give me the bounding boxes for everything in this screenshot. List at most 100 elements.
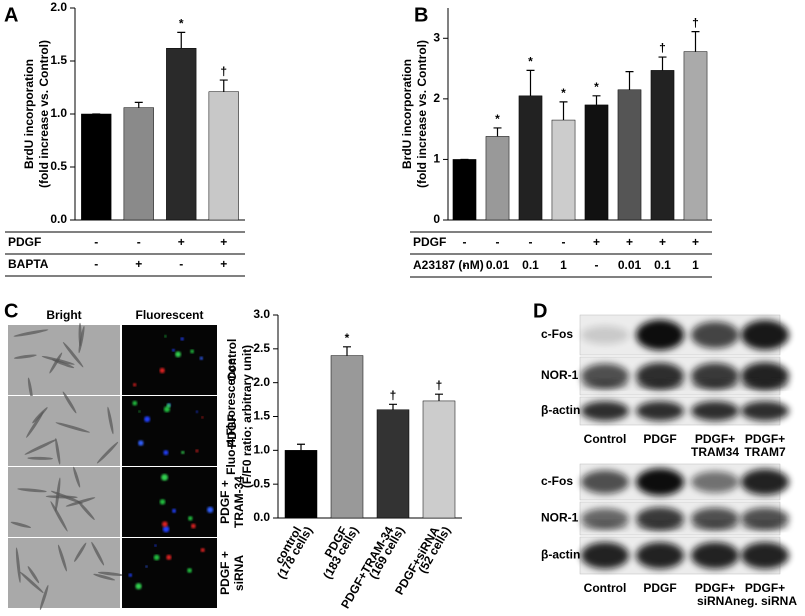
condition-name: PDGF xyxy=(413,235,446,249)
blot-band xyxy=(636,522,684,529)
condition-value: 0.01 xyxy=(618,258,642,272)
cell xyxy=(50,501,68,532)
condition-value: + xyxy=(626,235,633,249)
protein-label: β-actin xyxy=(541,403,580,417)
bar xyxy=(485,136,510,221)
blot-band xyxy=(581,522,629,529)
cell-signal xyxy=(138,440,144,446)
cell xyxy=(65,497,96,507)
condition-value: + xyxy=(659,235,666,249)
protein-label: NOR-1 xyxy=(541,368,579,382)
bar xyxy=(208,91,239,221)
condition-value: - xyxy=(496,235,500,249)
y-tick-label: 3.0 xyxy=(253,307,270,321)
cell xyxy=(74,542,87,562)
condition-value: - xyxy=(595,258,599,272)
lane-label: neg. siRNA xyxy=(733,594,797,608)
cell-signal xyxy=(159,367,165,374)
cell xyxy=(17,488,47,493)
blot-band xyxy=(581,381,629,388)
blot-band xyxy=(691,401,739,421)
annotation: † xyxy=(390,388,397,402)
protein-label: c-Fos xyxy=(541,474,573,488)
condition-value: + xyxy=(220,235,227,249)
error-bar xyxy=(658,56,667,71)
lane-label: PDGF+ xyxy=(745,581,785,595)
blot-band xyxy=(741,381,789,388)
image-column-label: Fluorescent xyxy=(135,308,203,322)
blot-band xyxy=(636,319,684,351)
cell xyxy=(27,377,33,401)
cell-signal xyxy=(161,473,168,481)
error-bar xyxy=(219,79,228,92)
protein-label: NOR-1 xyxy=(541,511,579,525)
cell-signal xyxy=(133,383,137,387)
error-bar xyxy=(493,127,502,137)
cell-signal xyxy=(207,506,214,513)
bar xyxy=(422,400,456,519)
condition-value: 1 xyxy=(692,258,699,272)
cell xyxy=(49,352,63,374)
cell-signal xyxy=(138,410,141,413)
cell xyxy=(97,571,124,576)
error-bar xyxy=(134,101,143,108)
y-tick-label: 1.5 xyxy=(253,409,270,423)
annotation: † xyxy=(436,378,443,392)
cell-signal xyxy=(200,548,205,553)
blot-band xyxy=(691,522,739,529)
condition-value: + xyxy=(593,235,600,249)
y-tick-label: 2.5 xyxy=(253,341,270,355)
panel-label: D xyxy=(533,300,547,322)
bar xyxy=(330,355,364,519)
error-bar xyxy=(343,346,351,356)
blot-band xyxy=(741,468,789,496)
cell xyxy=(27,456,54,460)
cell-signal xyxy=(162,525,170,533)
cell xyxy=(26,411,44,438)
image-row-label: TRAM-34 xyxy=(232,476,246,528)
bar xyxy=(617,89,642,221)
annotation: * xyxy=(345,331,350,345)
blot-band xyxy=(581,542,629,569)
condition-name: PDGF xyxy=(8,235,41,249)
y-axis-label: BrdU incorporation xyxy=(400,59,414,169)
lane-label: PDGF xyxy=(643,432,676,446)
blot-band xyxy=(691,542,739,569)
blot-band xyxy=(691,321,739,349)
y-tick-label: 0 xyxy=(433,212,440,226)
error-bar xyxy=(177,31,186,49)
cell xyxy=(55,437,61,465)
annotation: * xyxy=(594,80,599,94)
cell-signal xyxy=(135,583,142,590)
cell-signal xyxy=(195,410,199,413)
cell-signal xyxy=(195,449,199,453)
cell xyxy=(78,325,85,354)
annotation: † xyxy=(692,16,699,30)
cell-signal xyxy=(188,516,193,521)
annotation: * xyxy=(561,86,566,100)
cell xyxy=(77,500,95,521)
cell-signal xyxy=(190,349,195,354)
panel-label: C xyxy=(4,300,18,322)
protein-label: c-Fos xyxy=(541,327,573,341)
y-tick-label: 1 xyxy=(433,152,440,166)
condition-value: 1 xyxy=(560,258,567,272)
y-tick-label: 0.5 xyxy=(50,159,67,173)
cell-signal xyxy=(180,337,184,341)
image-row-label: Control xyxy=(225,339,239,382)
condition-value: + xyxy=(692,235,699,249)
lane-label: siRNA xyxy=(697,594,733,608)
cell-signal xyxy=(153,554,160,561)
condition-value: - xyxy=(94,257,98,271)
condition-name: A23187 (nM) xyxy=(413,258,484,272)
lane-label: Control xyxy=(584,432,627,446)
blot-band xyxy=(581,401,629,421)
cell-signal xyxy=(187,568,192,573)
cell xyxy=(13,354,37,359)
cell-signal xyxy=(154,544,157,547)
blot-band xyxy=(581,325,629,345)
condition-value: 0.01 xyxy=(486,258,510,272)
y-axis-label: BrdU incorporation xyxy=(22,59,36,169)
y-axis-label: Fluo-4 Fluorescence xyxy=(224,358,238,475)
